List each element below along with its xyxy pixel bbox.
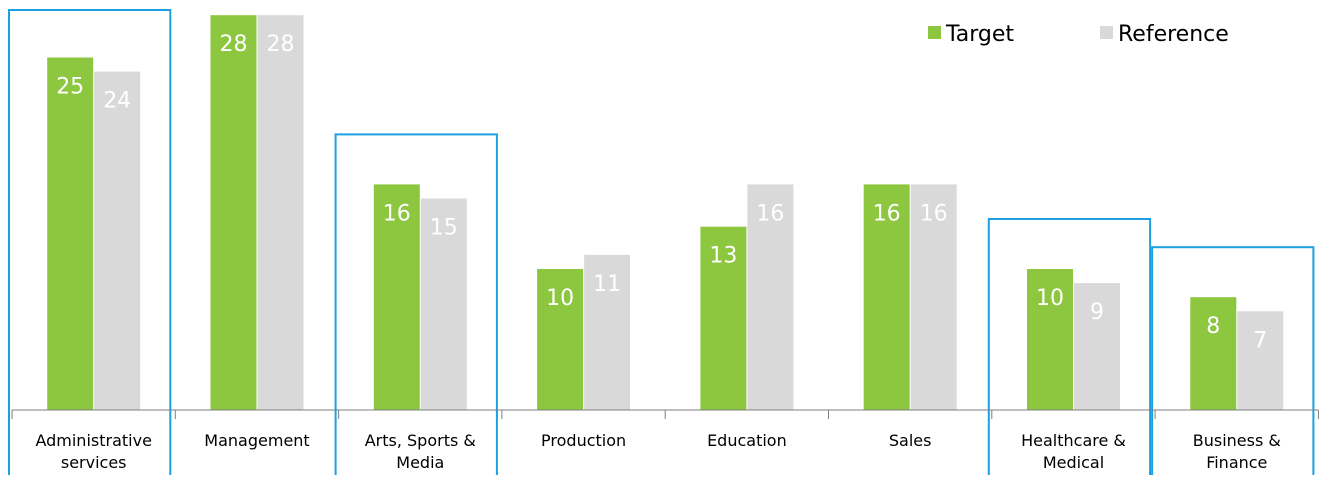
data-label-target-management: 28 (220, 32, 248, 57)
x-axis (11, 409, 1319, 419)
data-label-target-education: 13 (709, 244, 737, 269)
legend-label-target: Target (945, 22, 1014, 47)
bar-target-management (210, 15, 257, 410)
data-label-target-business-finance: 8 (1206, 314, 1220, 339)
bar-reference-business-finance (1237, 311, 1284, 410)
legend: Target Reference (928, 22, 1229, 47)
data-label-reference-sales: 16 (920, 201, 948, 226)
category-labels: Administrative services Management Arts, Sp… (35, 431, 1280, 472)
data-label-target-healthcare-medical: 10 (1036, 286, 1064, 311)
highlight-box-administrative-services (8, 9, 172, 479)
legend-label-reference: Reference (1118, 22, 1229, 47)
data-label-reference-arts-sports-media: 15 (430, 216, 458, 241)
bars (47, 15, 1284, 410)
bar-target-business-finance (1190, 297, 1237, 410)
data-label-target-sales: 16 (873, 201, 901, 226)
data-label-reference-administrative-services: 24 (103, 89, 131, 114)
legend-swatch-target (928, 26, 941, 39)
bar-target-arts-sports-media (373, 184, 420, 410)
bar-target-sales (863, 184, 910, 410)
category-label-production: Production (541, 431, 626, 450)
highlight-box-arts-sports-media (334, 133, 498, 479)
category-label-administrative-services: Administrative services (35, 431, 151, 472)
category-label-business-finance: Business & Finance (1193, 431, 1281, 472)
category-label-healthcare-medical: Healthcare & Medical (1021, 431, 1126, 472)
bar-reference-administrative-services (94, 71, 141, 410)
data-label-reference-education: 16 (756, 201, 784, 226)
data-label-target-administrative-services: 25 (56, 75, 84, 100)
data-label-reference-management: 28 (267, 32, 295, 57)
category-label-education: Education (707, 431, 787, 450)
category-label-management: Management (204, 431, 309, 450)
bar-reference-sales (910, 184, 957, 410)
data-label-target-arts-sports-media: 16 (383, 201, 411, 226)
bar-reference-management (257, 15, 304, 410)
bar-target-healthcare-medical (1027, 269, 1073, 410)
bar-target-production (537, 269, 584, 410)
bar-target-administrative-services (47, 57, 94, 410)
data-label-reference-business-finance: 7 (1253, 328, 1267, 353)
data-label-target-production: 10 (546, 286, 574, 311)
bar-reference-healthcare-medical (1074, 283, 1120, 410)
category-label-arts-sports-media: Arts, Sports & Media (365, 431, 476, 472)
highlight-boxes (8, 9, 1315, 479)
highlight-box-healthcare-medical (987, 218, 1152, 479)
bar-reference-production (584, 254, 631, 410)
highlight-box-business-finance (1151, 246, 1315, 479)
data-label-reference-healthcare-medical: 9 (1090, 300, 1104, 325)
data-labels: 25 24 28 28 16 15 10 11 13 16 16 16 10 9 8 7 (56, 32, 1267, 353)
bar-reference-arts-sports-media (420, 198, 467, 410)
bar-target-education (700, 226, 747, 410)
bar-reference-education (747, 184, 794, 410)
legend-swatch-reference (1100, 26, 1113, 39)
data-label-reference-production: 11 (593, 272, 621, 297)
category-label-sales: Sales (889, 431, 932, 450)
